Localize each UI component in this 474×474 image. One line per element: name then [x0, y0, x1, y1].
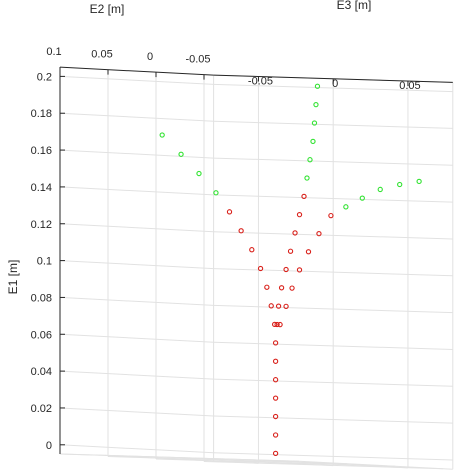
data-point: [287, 248, 294, 254]
data-point: [283, 303, 289, 309]
e2-tick-label: 0.05: [91, 49, 112, 61]
data-point: [314, 83, 321, 89]
e3-tick-label: 0.05: [399, 80, 420, 92]
data-point: [310, 138, 316, 145]
data-point: [272, 413, 279, 420]
data-point: [313, 101, 319, 108]
e1-tick-label: 0.12: [31, 219, 52, 231]
grid-line: [59, 260, 214, 270]
data-point: [359, 195, 365, 201]
grid-line: [213, 304, 453, 314]
grid-line: [59, 75, 214, 85]
data-point: [416, 178, 422, 185]
grid-line: [213, 378, 453, 387]
data-point: [277, 321, 283, 328]
grid-line: [107, 456, 348, 465]
data-point: [213, 190, 219, 196]
data-point: [196, 170, 202, 177]
data-point: [283, 266, 289, 273]
data-point: [377, 186, 383, 193]
grid-line: [213, 341, 453, 350]
grid-line: [59, 149, 214, 159]
e1-tick-label: 0.06: [31, 329, 52, 341]
data-point: [274, 321, 280, 328]
data-point: [296, 267, 303, 273]
data-point: [264, 284, 270, 290]
data-point: [328, 212, 334, 219]
data-point: [249, 247, 255, 253]
grid-line: [59, 333, 214, 343]
e1-axis-title: E1 [m]: [6, 260, 20, 295]
e1-tick-label: 0.2: [37, 71, 52, 83]
e2-tick-label: -0.05: [185, 54, 210, 66]
data-point: [257, 265, 264, 272]
e2-tick-label: 0: [147, 51, 153, 63]
grid-line: [213, 157, 453, 166]
data-point: [226, 209, 233, 215]
data-point: [307, 157, 313, 163]
axes: [59, 66, 453, 454]
box-edge: [59, 453, 300, 462]
data-point: [275, 303, 282, 309]
data-point: [343, 204, 349, 210]
grid-line: [59, 112, 214, 122]
data-point: [311, 120, 318, 126]
e3-tick-label: 0: [332, 78, 338, 90]
data-point: [271, 321, 278, 328]
e2-tick-label: 0.1: [46, 46, 61, 58]
box-edge: [299, 460, 453, 470]
grid-line: [59, 370, 214, 380]
data-point: [278, 285, 285, 291]
e1-tick-label: 0.1: [37, 256, 52, 268]
data-points: [159, 83, 422, 457]
data-point: [272, 395, 279, 401]
data-point: [272, 377, 279, 383]
data-point: [272, 340, 279, 346]
grid-line: [213, 452, 453, 461]
e1-tick-label: 0.04: [31, 366, 52, 378]
grid-line: [59, 407, 214, 417]
e3-tick-label: -0.05: [248, 76, 273, 88]
grid-line: [59, 186, 214, 196]
e1-tick-label: 0.14: [31, 182, 52, 194]
grid-line: [59, 444, 214, 454]
data-point: [159, 132, 165, 138]
data-point: [296, 211, 303, 218]
grid-line: [213, 415, 453, 424]
data-point: [272, 432, 279, 438]
e1-tick-label: 0.16: [31, 145, 52, 157]
grid-line: [203, 461, 444, 470]
grid: [59, 67, 454, 470]
grid-line: [213, 83, 453, 93]
e3-axis-title: E3 [m]: [337, 0, 372, 12]
data-point: [272, 358, 279, 364]
data-point: [268, 303, 274, 309]
data-point: [272, 450, 279, 457]
data-point: [397, 181, 403, 188]
labels: 0 0.02 0.04 0.06 0.08 0.1 0.12 0.14 0.16 0.18 0.2 0…: [6, 0, 421, 452]
grid-line: [213, 120, 453, 129]
data-point: [304, 175, 310, 181]
grid-line: [59, 296, 214, 306]
data-point: [289, 285, 295, 291]
e1-tick-label: 0.08: [31, 292, 52, 304]
grid-line: [213, 231, 453, 240]
grid-line: [155, 458, 396, 467]
data-point: [238, 228, 244, 234]
data-point: [305, 249, 312, 255]
grid-line: [213, 194, 453, 203]
grid-line: [59, 223, 214, 233]
e1-tick-label: 0.02: [31, 403, 52, 415]
data-point: [301, 193, 307, 200]
e2-axis-line: [59, 66, 214, 76]
e1-tick-label: 0: [46, 440, 52, 452]
grid-line: [213, 268, 453, 277]
data-point: [292, 230, 298, 236]
data-point: [316, 231, 322, 237]
data-point: [178, 151, 184, 157]
e2-axis-title: E2 [m]: [90, 2, 125, 16]
e1-tick-label: 0.18: [31, 108, 52, 120]
